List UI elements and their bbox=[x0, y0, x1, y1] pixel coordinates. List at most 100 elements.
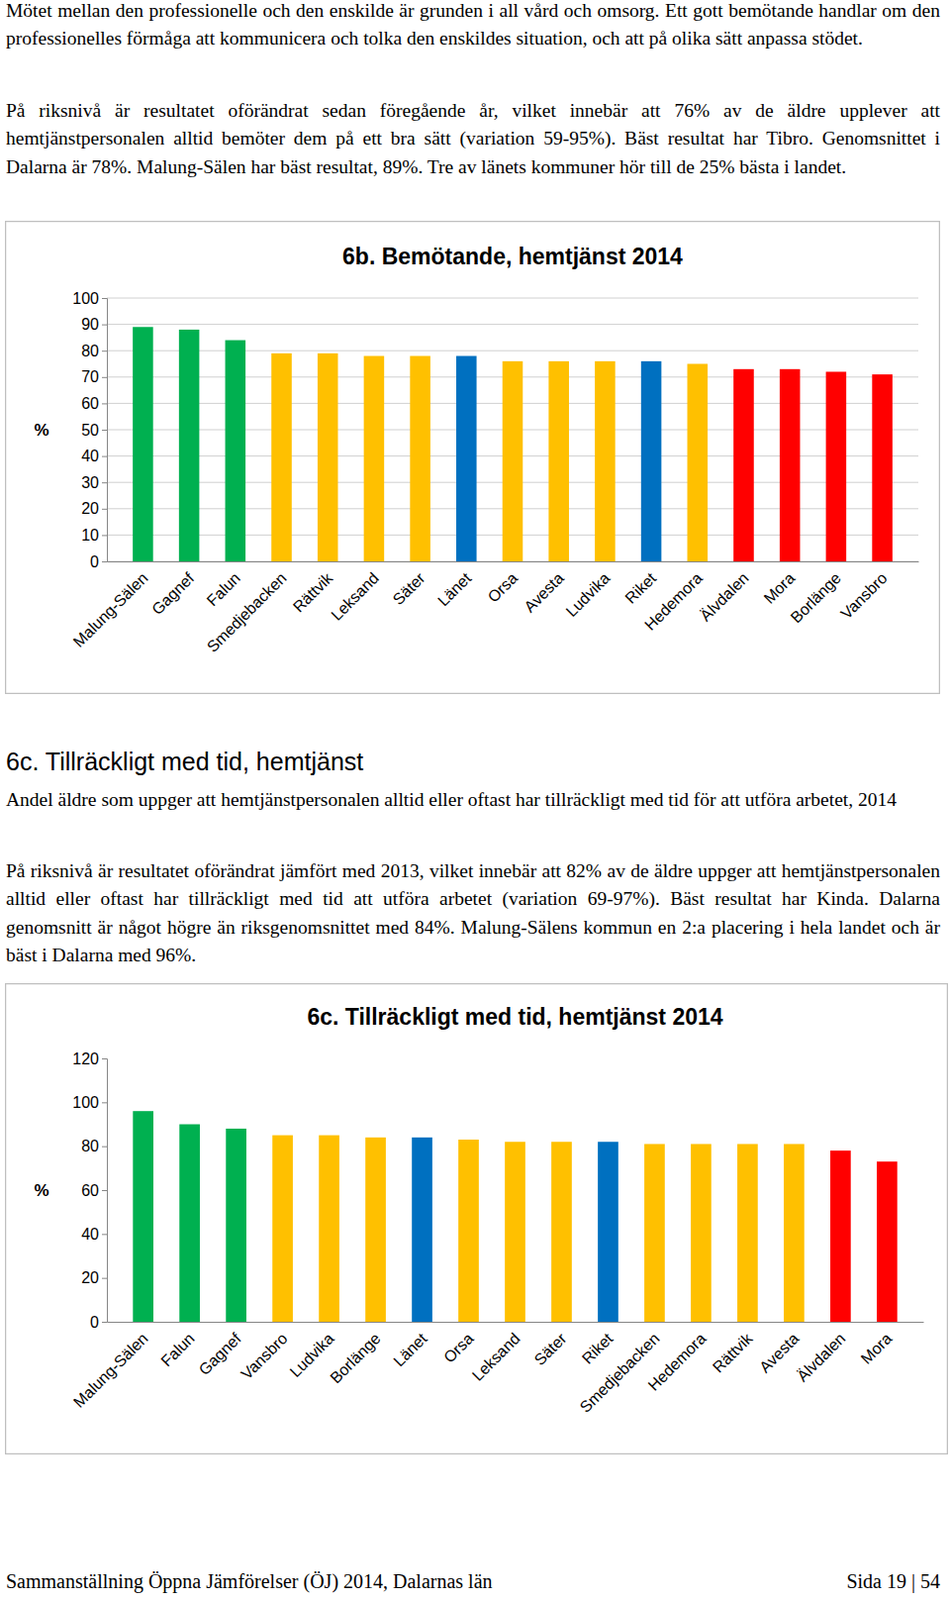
y-tick-label: 10 bbox=[81, 526, 99, 544]
x-tick-label: Orsa bbox=[440, 1329, 477, 1366]
x-tick: Hedemora bbox=[641, 569, 706, 634]
y-tick: 0 bbox=[90, 1313, 107, 1330]
bar bbox=[271, 353, 292, 562]
y-tick-mark bbox=[101, 481, 107, 483]
x-tick: Avesta bbox=[756, 1329, 802, 1375]
x-tick-label: Leksand bbox=[327, 569, 382, 624]
y-tick-label: 70 bbox=[81, 368, 99, 385]
y-tick-label: 60 bbox=[81, 1181, 99, 1199]
chart: 6b. Bemötande, hemtjänst 2014%0102030405… bbox=[4, 220, 941, 694]
bar bbox=[179, 329, 200, 562]
x-tick: Malung-Sälen bbox=[70, 1329, 152, 1411]
x-tick-label: Gagnef bbox=[148, 569, 198, 619]
x-tick-label: Mora bbox=[857, 1329, 896, 1367]
y-tick-mark bbox=[101, 508, 107, 510]
bar bbox=[225, 1128, 247, 1322]
x-tick: Älvdalen bbox=[696, 569, 752, 624]
bar bbox=[411, 1137, 433, 1322]
x-tick: Avesta bbox=[520, 569, 567, 615]
y-tick-label: 120 bbox=[72, 1049, 99, 1067]
x-axis: Malung-SälenGagnefFalunSmedjebackenRättv… bbox=[70, 562, 920, 656]
x-tick-label: Älvdalen bbox=[696, 569, 752, 624]
y-tick: 0 bbox=[90, 553, 107, 570]
x-tick: Riket bbox=[578, 1329, 617, 1367]
bar bbox=[318, 1135, 340, 1322]
y-tick-label: 60 bbox=[81, 394, 99, 412]
x-tick: Säter bbox=[531, 1329, 571, 1369]
bar bbox=[594, 361, 616, 562]
x-axis: Malung-SälenFalunGagnefVansbroLudvikaBor… bbox=[70, 1322, 925, 1416]
bar bbox=[597, 1140, 619, 1322]
x-tick: Riket bbox=[621, 569, 660, 607]
y-tick-mark bbox=[101, 350, 107, 352]
bars bbox=[132, 326, 893, 562]
x-tick: Rättvik bbox=[289, 568, 337, 615]
y-tick-label: 90 bbox=[81, 315, 99, 333]
y-tick-mark bbox=[101, 377, 107, 379]
bar bbox=[548, 361, 570, 562]
x-tick-label: Mora bbox=[760, 569, 799, 607]
y-tick-label: 20 bbox=[81, 1268, 99, 1286]
x-tick-label: Falun bbox=[157, 1329, 197, 1369]
bar bbox=[783, 1142, 805, 1322]
x-tick: Rättvik bbox=[709, 1328, 757, 1375]
bar bbox=[733, 369, 755, 562]
x-tick-label: Falun bbox=[203, 569, 244, 609]
section-heading: 6c. Tillräckligt med tid, hemtjänst bbox=[5, 747, 364, 776]
bar bbox=[317, 353, 339, 562]
bar bbox=[456, 356, 477, 562]
x-tick: Länet bbox=[434, 569, 475, 610]
x-tick-label: Länet bbox=[389, 1329, 431, 1370]
bar bbox=[179, 1124, 200, 1323]
y-axis: 0102030405060708090100 bbox=[72, 289, 107, 570]
y-tick-mark bbox=[101, 1233, 107, 1235]
x-tick: Falun bbox=[157, 1329, 197, 1369]
chart-title: 6b. Bemötande, hemtjänst 2014 bbox=[342, 243, 683, 270]
paragraph: På riksnivå är resultatet oförändrat sed… bbox=[5, 96, 941, 182]
y-tick: 80 bbox=[81, 342, 107, 360]
x-tick-label: Leksand bbox=[469, 1329, 524, 1384]
y-tick-mark bbox=[101, 1277, 107, 1279]
grid-line bbox=[106, 323, 919, 325]
grid bbox=[106, 297, 919, 562]
x-tick: Gagnef bbox=[148, 569, 198, 619]
x-tick: Borlänge bbox=[326, 1329, 383, 1386]
bar bbox=[502, 361, 524, 562]
x-tick-label: Ludvika bbox=[562, 569, 613, 620]
footer-left: Sammanställning Öppna Jämförelser (ÖJ) 2… bbox=[5, 1569, 493, 1593]
x-tick: Smedjebacken bbox=[576, 1329, 664, 1416]
paragraph: Mötet mellan den professionelle och den … bbox=[5, 0, 941, 54]
y-axis-label: % bbox=[33, 420, 49, 440]
y-tick: 20 bbox=[81, 1268, 107, 1286]
y-tick: 100 bbox=[72, 289, 107, 307]
y-tick: 60 bbox=[81, 394, 107, 412]
x-tick: Smedjebacken bbox=[203, 569, 290, 656]
bar bbox=[409, 356, 431, 562]
grid-line bbox=[106, 297, 919, 299]
y-tick-label: 0 bbox=[90, 1313, 99, 1330]
y-tick-label: 40 bbox=[81, 1225, 99, 1242]
x-tick-label: Avesta bbox=[520, 569, 567, 615]
x-tick: Borlänge bbox=[787, 569, 845, 626]
y-tick: 20 bbox=[81, 499, 107, 517]
x-axis-line bbox=[107, 1321, 925, 1323]
x-tick-label: Länet bbox=[434, 569, 475, 610]
chart-title: 6c. Tillräckligt med tid, hemtjänst 2014 bbox=[306, 1003, 723, 1030]
bar bbox=[225, 340, 247, 562]
y-tick-label: 100 bbox=[72, 289, 99, 307]
y-tick-label: 50 bbox=[81, 421, 99, 439]
x-tick: Leksand bbox=[327, 569, 382, 624]
y-axis: 020406080100120 bbox=[72, 1049, 107, 1330]
x-tick: Säter bbox=[389, 569, 430, 609]
x-tick: Vansbro bbox=[237, 1329, 290, 1382]
y-tick-label: 20 bbox=[81, 499, 99, 517]
x-tick-label: Borlänge bbox=[326, 1329, 383, 1386]
footer-right: Sida 19 | 54 bbox=[846, 1569, 941, 1593]
bar bbox=[690, 1142, 712, 1322]
x-tick-label: Riket bbox=[578, 1329, 617, 1367]
bar bbox=[132, 1110, 154, 1322]
x-axis-line bbox=[107, 561, 920, 563]
y-tick-label: 100 bbox=[72, 1093, 99, 1111]
x-tick-label: Rättvik bbox=[709, 1328, 757, 1375]
bar bbox=[364, 356, 385, 562]
